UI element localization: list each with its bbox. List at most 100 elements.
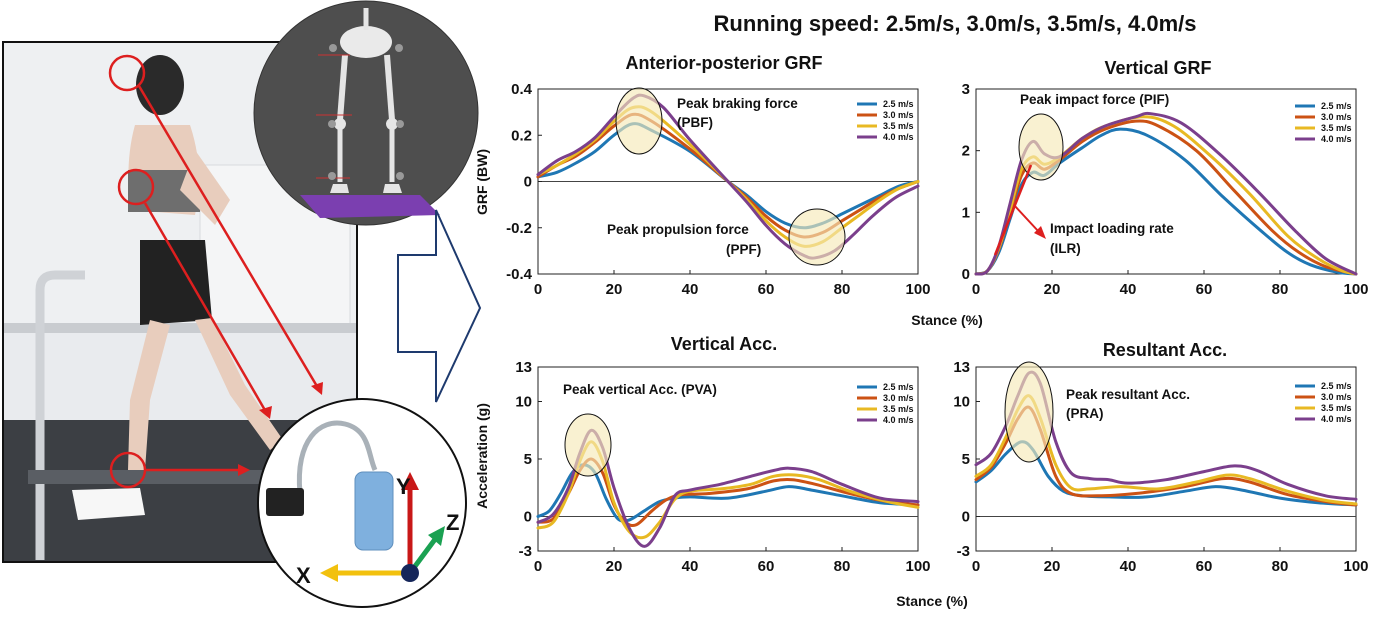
skeleton-force-plate [300,195,440,218]
racc-legend-label: 2.5 m/s [1321,381,1352,391]
ap-x-tick-label: 0 [534,281,542,298]
runner-silhouette [72,55,283,520]
pbf-highlight-ellipse [615,87,663,155]
skeleton-marker [396,172,404,180]
vgrf-y-tick-label: 0 [962,266,970,283]
ap-series-line-1 [536,122,920,230]
sensor-y-axis-arrowhead [401,472,419,490]
ap-x-tick-label: 60 [758,281,775,298]
vacc-y-tick-label: 0 [524,509,532,526]
skeleton-left-foot [330,184,349,193]
vgrf-y-tick-label: 2 [962,143,970,160]
sensor-pod-black [266,488,304,516]
vgrf-panel-title: Vertical GRF [1104,58,1211,78]
vacc-legend-label: 2.5 m/s [883,382,914,392]
ap-series-line-4 [536,93,920,260]
ppf-annotation: Peak propulsion force [607,222,749,237]
racc-y-tick-label: 5 [962,451,970,468]
ap-y-tick-label: 0.2 [511,127,532,144]
pva-highlight-ellipse [564,413,612,477]
vgrf-y-tick-label: 3 [962,81,970,98]
pif-annotation: Peak impact force (PIF) [1020,92,1169,107]
ap-series-line-2 [536,112,920,239]
pbf-annotation-abbrev: (PBF) [677,115,713,130]
vgrf-y-tick-label: 1 [962,204,970,221]
vacc-x-tick-label: 100 [905,558,930,575]
skeleton-marker [328,120,336,128]
ppf-highlight-ellipse [788,208,846,266]
skeleton-pelvis [340,26,392,58]
vgrf-x-tick-label: 0 [972,281,980,298]
vacc-x-tick-label: 0 [534,558,542,575]
vgrf-chart: 0 20 40 60 80 100 3 2 1 0 2.5 m/s3.0 m/s3.5 m/s4.0… [962,81,1369,298]
vgrf-legend-label: 4.0 m/s [1321,134,1352,144]
skeleton-left-knee [334,118,346,130]
skeleton-backdrop [253,0,479,226]
ankle-marker-circle [109,451,147,489]
sensor-y-label: Y [396,474,411,499]
racc-panel-title: Resultant Acc. [1103,340,1227,360]
vacc-x-tick-label: 60 [758,558,775,575]
flow-arrow-icon [397,209,482,403]
vacc-x-tick-label: 40 [682,558,699,575]
racc-legend-label: 3.0 m/s [1321,392,1352,402]
head-callout-arrowhead [311,382,323,395]
imu-sensor-device-icon: Y X Z [257,398,467,608]
pra-annotation-abbrev: (PRA) [1066,406,1104,421]
ap-legend-label: 3.0 m/s [883,110,914,120]
ilr-slope-line [993,164,1033,256]
racc-x-tick-label: 40 [1120,558,1137,575]
vacc-y-axis-label: Acceleration (g) [474,403,490,509]
sensor-x-axis-arrowhead [320,564,338,582]
skeleton-marker [396,120,404,128]
sensor-z-label: Z [446,510,459,535]
racc-x-tick-label: 20 [1044,558,1061,575]
ap-legend-label: 3.5 m/s [883,121,914,131]
racc-y-tick-label: 13 [953,359,970,376]
racc-legend-label: 4.0 m/s [1321,414,1352,424]
ap-grf-y-axis-label: GRF (BW) [474,149,490,215]
ilr-annotation: Impact loading rate [1050,221,1174,236]
vgrf-legend-label: 2.5 m/s [1321,101,1352,111]
vacc-y-tick-label: -3 [519,543,532,560]
vacc-legend-label: 4.0 m/s [883,415,914,425]
vgrf-x-tick-label: 80 [1272,281,1289,298]
vgrf-x-tick-label: 40 [1120,281,1137,298]
sensor-cable [296,420,378,494]
racc-legend-label: 3.5 m/s [1321,403,1352,413]
racc-x-tick-label: 100 [1343,558,1368,575]
vacc-legend-label: 3.5 m/s [883,404,914,414]
vacc-y-tick-label: 13 [515,359,532,376]
sensor-z-axis-arrowhead [428,526,445,546]
racc-x-tick-label: 80 [1272,558,1289,575]
chest-callout-line [143,202,268,413]
ap-y-tick-label: 0 [524,174,532,191]
runner-front-leg [195,318,283,450]
vgrf-legend-label: 3.0 m/s [1321,112,1352,122]
ap-x-tick-label: 100 [905,281,930,298]
pra-annotation: Peak resultant Acc. [1066,387,1190,402]
ilr-pointer-arrowhead [1034,226,1046,239]
racc-y-tick-label: 0 [962,509,970,526]
ilr-annotation-abbrev: (ILR) [1050,241,1081,256]
ap-grf-panel-title: Anterior-posterior GRF [625,53,822,73]
runner-shoe [72,488,145,520]
racc-y-tick-label: 10 [953,394,970,411]
head-marker-circle [108,54,146,92]
chest-callout-arrowhead [259,406,272,419]
vgrf-legend-label: 3.5 m/s [1321,123,1352,133]
vacc-panel-title: Vertical Acc. [671,334,777,354]
ap-x-tick-label: 20 [606,281,623,298]
vgrf-x-tick-label: 20 [1044,281,1061,298]
vacc-legend-label: 3.0 m/s [883,393,914,403]
sensor-pod-blue [354,471,394,551]
ilr-pointer-line [1013,204,1040,233]
ap-legend-label: 2.5 m/s [883,99,914,109]
photo-desk [4,323,356,333]
ap-x-tick-label: 40 [682,281,699,298]
vgrf-x-tick-label: 60 [1196,281,1213,298]
top-x-axis-label: Stance (%) [911,312,983,328]
head-callout-line [137,85,320,389]
vacc-x-tick-label: 20 [606,558,623,575]
